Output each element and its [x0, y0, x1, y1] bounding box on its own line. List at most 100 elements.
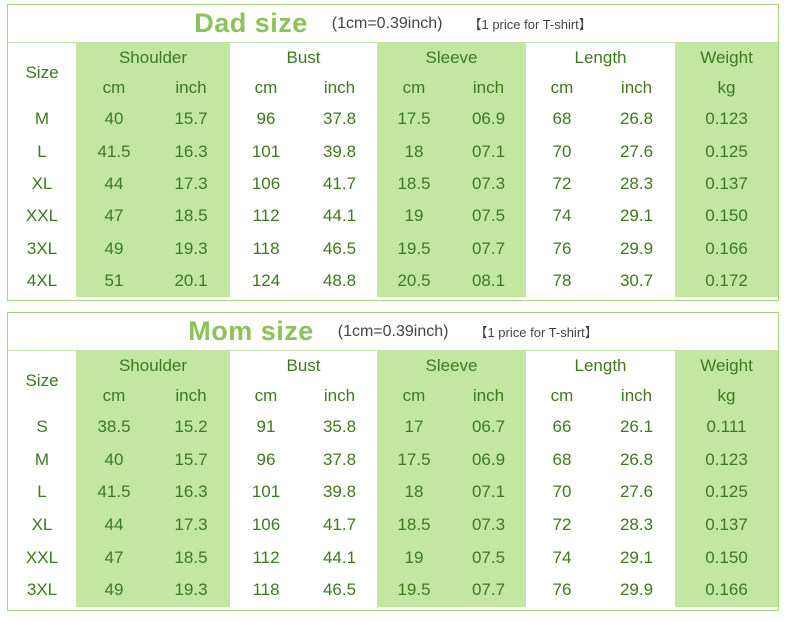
dad-cell-bust-cm: 96 [230, 103, 302, 136]
dad-header-row: Size Shoulder Bust Sleeve Length Weight [8, 43, 779, 103]
mom-cell-shoulder-cm: 40 [76, 443, 152, 477]
mom-cell-sleeve-cm: 17.5 [377, 443, 451, 477]
mom-cell-sleeve-inch: 06.9 [451, 443, 527, 477]
dad-cell-size: 4XL [8, 264, 76, 298]
mom-cell-sleeve-cm: 18 [377, 476, 451, 509]
mom-cell-bust-inch: 35.8 [302, 411, 377, 444]
dad-cell-shoulder-inch: 18.5 [152, 200, 230, 233]
mom-cell-length-inch: 26.1 [598, 411, 676, 444]
mom-unit-kg: kg [675, 381, 779, 411]
dad-cell-shoulder-cm: 49 [76, 232, 152, 265]
dad-bust-header: Bust [230, 43, 377, 73]
dad-table-row: 3XL 49 19.3 118 46.5 19.5 07.7 76 29.9 0.166 [8, 232, 779, 265]
dad-cell-shoulder-cm: 40 [76, 103, 152, 136]
dad-cell-bust-cm: 112 [230, 200, 302, 233]
mom-cell-bust-cm: 101 [230, 476, 302, 509]
mom-cell-length-cm: 70 [526, 476, 599, 509]
mom-cell-shoulder-inch: 18.5 [152, 541, 230, 574]
mom-table-row: XL 44 17.3 106 41.7 18.5 07.3 72 28.3 0.137 [8, 508, 779, 542]
dad-cell-shoulder-inch: 19.3 [152, 232, 230, 265]
mom-size-table: Size Shoulder Bust Sleeve Length Weight … [8, 351, 779, 607]
dad-unit-inch: inch [451, 73, 527, 103]
mom-table-row: S 38.5 15.2 91 35.8 17 06.7 66 26.1 0.111 [8, 411, 779, 444]
mom-sleeve-header: Sleeve [377, 351, 527, 381]
dad-unit-cm: cm [377, 73, 451, 103]
dad-unit-inch: inch [598, 73, 676, 103]
dad-unit-row: cm inch cm inch cm inch cm inch kg [8, 73, 779, 103]
mom-cell-shoulder-inch: 16.3 [152, 476, 230, 509]
mom-cell-shoulder-cm: 38.5 [76, 411, 152, 444]
dad-cell-size: L [8, 135, 76, 168]
dad-unit-inch: inch [152, 73, 230, 103]
dad-length-header: Length [526, 43, 676, 73]
dad-cell-bust-cm: 101 [230, 135, 302, 168]
dad-cell-weight-kg: 0.137 [675, 167, 779, 201]
mom-cell-bust-cm: 96 [230, 443, 302, 477]
mom-cell-sleeve-cm: 17 [377, 411, 451, 444]
dad-table-row: XL 44 17.3 106 41.7 18.5 07.3 72 28.3 0.137 [8, 167, 779, 201]
mom-cell-sleeve-inch: 06.7 [451, 411, 527, 444]
dad-cell-length-inch: 26.8 [598, 103, 676, 136]
mom-header-row: Size Shoulder Bust Sleeve Length Weight [8, 351, 779, 411]
mom-cell-weight-kg: 0.125 [675, 476, 779, 509]
dad-cell-weight-kg: 0.150 [675, 200, 779, 233]
mom-cell-length-inch: 29.9 [598, 573, 676, 607]
mom-unit-note: (1cm=0.39inch) [337, 322, 449, 340]
mom-cell-bust-inch: 39.8 [302, 476, 377, 509]
mom-cell-size: XXL [8, 541, 76, 574]
mom-size-panel: Mom size (1cm=0.39inch) 【1 price for T-s… [7, 312, 779, 611]
dad-cell-shoulder-inch: 15.7 [152, 103, 230, 136]
dad-cell-bust-cm: 124 [230, 264, 302, 298]
dad-cell-sleeve-cm: 18.5 [377, 167, 451, 201]
dad-cell-shoulder-cm: 51 [76, 264, 152, 298]
dad-weight-header: Weight [675, 43, 779, 73]
mom-cell-length-cm: 66 [526, 411, 599, 444]
dad-cell-length-cm: 74 [526, 200, 599, 233]
mom-cell-weight-kg: 0.111 [675, 411, 779, 444]
dad-cell-bust-cm: 118 [230, 232, 302, 265]
mom-cell-size: L [8, 476, 76, 509]
dad-cell-sleeve-cm: 19.5 [377, 232, 451, 265]
dad-cell-sleeve-cm: 18 [377, 135, 451, 168]
dad-size-header: Size [8, 43, 76, 103]
dad-cell-length-cm: 70 [526, 135, 599, 168]
dad-size-table: Size Shoulder Bust Sleeve Length Weight … [8, 43, 779, 298]
dad-cell-sleeve-cm: 19 [377, 200, 451, 233]
mom-cell-weight-kg: 0.166 [675, 573, 779, 607]
mom-unit-cm: cm [377, 381, 451, 411]
mom-cell-length-inch: 29.1 [598, 541, 676, 574]
mom-cell-weight-kg: 0.123 [675, 443, 779, 477]
mom-unit-inch: inch [598, 381, 676, 411]
dad-cell-weight-kg: 0.123 [675, 103, 779, 136]
dad-cell-sleeve-cm: 17.5 [377, 103, 451, 136]
dad-price-note: 【1 price for T-shirt】 [468, 17, 592, 32]
mom-cell-sleeve-cm: 19 [377, 541, 451, 574]
dad-cell-bust-inch: 39.8 [302, 135, 377, 168]
dad-unit-cm: cm [76, 73, 152, 103]
dad-unit-cm: cm [230, 73, 302, 103]
dad-unit-kg: kg [675, 73, 779, 103]
dad-cell-shoulder-cm: 41.5 [76, 135, 152, 168]
dad-cell-sleeve-inch: 07.3 [451, 167, 527, 201]
dad-table-body: M 40 15.7 96 37.8 17.5 06.9 68 26.8 0.123 L 41.5 16.… [8, 103, 779, 298]
dad-cell-shoulder-inch: 20.1 [152, 264, 230, 298]
mom-cell-size: XL [8, 508, 76, 542]
dad-unit-cm: cm [526, 73, 599, 103]
mom-unit-inch: inch [302, 381, 377, 411]
dad-cell-bust-inch: 41.7 [302, 167, 377, 201]
dad-cell-sleeve-inch: 07.1 [451, 135, 527, 168]
mom-cell-bust-cm: 112 [230, 541, 302, 574]
dad-cell-sleeve-cm: 20.5 [377, 264, 451, 298]
mom-cell-length-cm: 74 [526, 541, 599, 574]
dad-cell-length-cm: 78 [526, 264, 599, 298]
mom-cell-sleeve-inch: 07.5 [451, 541, 527, 574]
dad-cell-weight-kg: 0.125 [675, 135, 779, 168]
mom-cell-weight-kg: 0.137 [675, 508, 779, 542]
mom-cell-shoulder-cm: 41.5 [76, 476, 152, 509]
mom-cell-bust-inch: 41.7 [302, 508, 377, 542]
dad-cell-length-inch: 28.3 [598, 167, 676, 201]
mom-unit-row: cm inch cm inch cm inch cm inch kg [8, 381, 779, 411]
dad-cell-shoulder-inch: 17.3 [152, 167, 230, 201]
mom-unit-inch: inch [451, 381, 527, 411]
mom-cell-shoulder-inch: 15.7 [152, 443, 230, 477]
